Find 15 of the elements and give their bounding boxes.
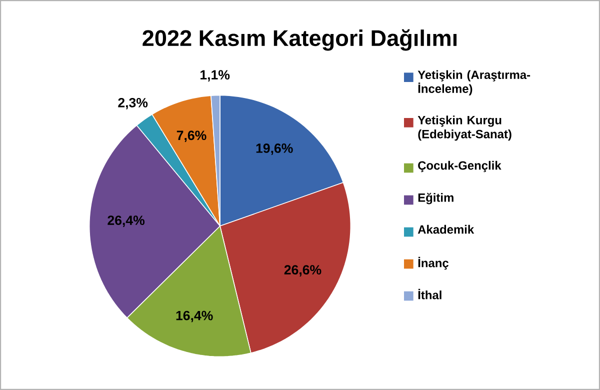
legend-label: İnanç — [418, 256, 448, 270]
legend-label: Yetişkin Kurgu (Edebiyat-Sanat) — [418, 116, 512, 141]
legend-label: Eğitim — [418, 192, 454, 204]
data-label: 26,4% — [108, 216, 145, 227]
legend-label: Yetişkin (Araştırma-İnceleme) — [418, 70, 530, 96]
chart-title: 2022 Kasım Kategori Dağılımı — [142, 29, 457, 51]
data-label: 16,4% — [176, 310, 213, 322]
data-label: 7,6% — [176, 130, 206, 142]
legend-label: Akademik — [418, 224, 474, 234]
data-label: 1,1% — [200, 70, 230, 82]
legend-label: Çocuk-Gençlik — [418, 160, 502, 172]
data-label: 26,6% — [284, 265, 322, 276]
legend-label: İthal — [418, 288, 442, 300]
data-label: 2,3% — [118, 98, 148, 110]
data-label: 19,6% — [256, 144, 293, 155]
